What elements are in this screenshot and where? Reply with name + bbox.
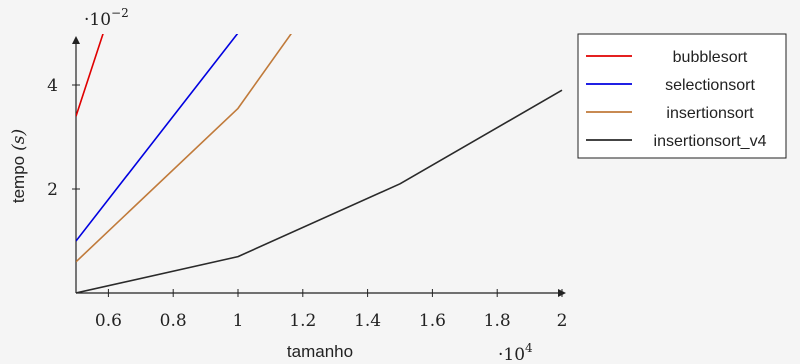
series-line-insertionsort: [76, 34, 292, 263]
x-tick-label: 1: [233, 311, 244, 331]
x-tick-label: 0.8: [160, 311, 187, 331]
legend: bubblesort selectionsort insertionsort inse…: [577, 33, 787, 159]
y-scale-factor: ·10−2: [84, 6, 129, 30]
legend-box: [577, 33, 787, 159]
y-tick-label: 2: [47, 180, 58, 200]
x-scale-factor: ·104: [498, 341, 533, 364]
legend-label: bubblesort: [673, 49, 748, 66]
y-axis-label: tempo(s): [9, 129, 29, 203]
x-ticks: 0.6 0.8 1 1.2 1.4 1.6 1.8 2: [95, 289, 568, 331]
x-tick-label: 1.2: [289, 311, 316, 331]
series-lines: [76, 34, 563, 294]
y-tick-label: 4: [47, 76, 58, 96]
x-tick-label: 1.4: [354, 311, 381, 331]
y-axis-arrow: [72, 36, 80, 44]
series-line-selectionsort: [76, 34, 239, 242]
x-tick-label: 1.8: [484, 311, 511, 331]
x-tick-label: 2: [557, 311, 568, 331]
x-axis-label: tamanho: [287, 342, 353, 361]
series-line-insertionsort-v4: [76, 89, 563, 294]
legend-label: selectionsort: [665, 77, 755, 94]
y-ticks: 24: [47, 76, 80, 200]
legend-label: insertionsort: [666, 105, 754, 122]
x-tick-label: 1.6: [419, 311, 446, 331]
legend-label: insertionsort_v4: [654, 133, 767, 150]
x-tick-label: 0.6: [95, 311, 122, 331]
series-line-bubblesort: [76, 34, 104, 117]
